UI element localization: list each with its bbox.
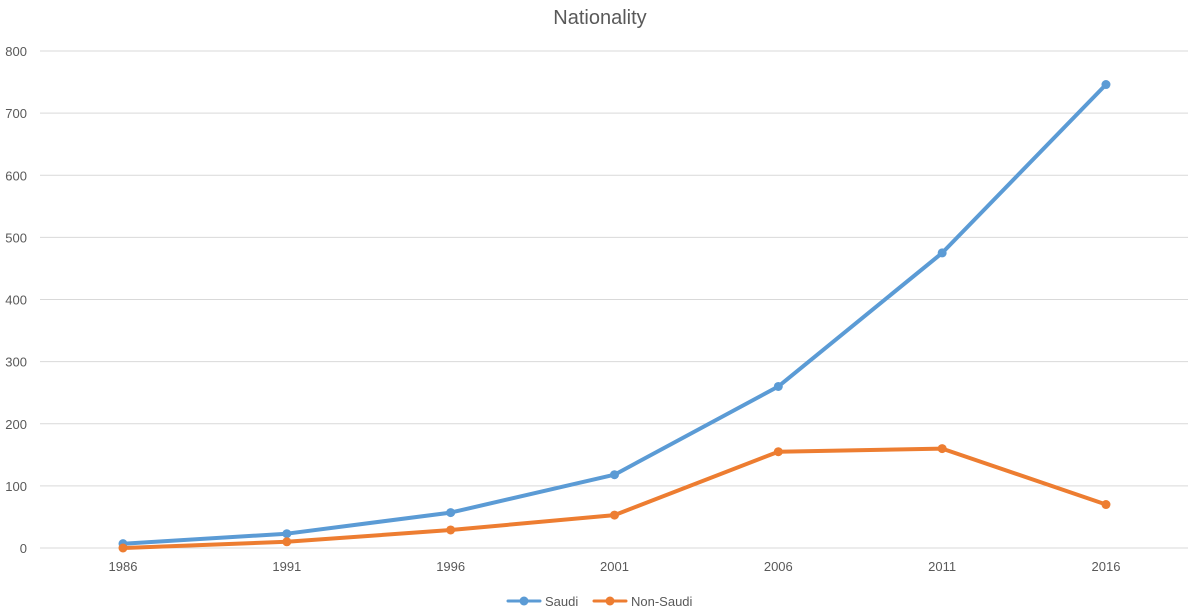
data-point-saudi (446, 508, 456, 518)
data-point-non-saudi (1101, 500, 1111, 510)
y-tick-label: 700 (5, 106, 27, 121)
data-point-non-saudi (282, 537, 292, 547)
x-tick-label: 2006 (764, 559, 793, 574)
data-point-non-saudi (773, 447, 783, 457)
y-tick-label: 500 (5, 230, 27, 245)
y-tick-label: 300 (5, 355, 27, 370)
x-tick-label: 2011 (928, 559, 956, 574)
data-point-non-saudi (446, 525, 456, 535)
y-tick-label: 800 (5, 44, 27, 59)
legend: Saudi Non-Saudi (506, 594, 693, 609)
y-tick-label: 400 (5, 293, 27, 308)
y-tick-label: 600 (5, 168, 27, 183)
y-tick-label: 100 (5, 479, 27, 494)
legend-item-saudi: Saudi (506, 594, 578, 609)
legend-swatch-marker (519, 596, 529, 606)
x-tick-label: 1991 (272, 559, 301, 574)
data-point-saudi (282, 529, 292, 539)
data-point-saudi (773, 381, 783, 391)
legend-label: Saudi (545, 594, 578, 609)
y-axis-ticks: 0 100 200 300 400 500 600 700 800 (5, 44, 27, 556)
legend-item-non-saudi: Non-Saudi (592, 594, 693, 609)
legend-label: Non-Saudi (631, 594, 693, 609)
gridlines (40, 50, 1188, 549)
data-point-saudi (937, 248, 947, 258)
data-point-non-saudi (118, 543, 128, 553)
data-point-non-saudi (937, 444, 947, 454)
y-tick-label: 200 (5, 417, 27, 432)
x-tick-label: 2001 (600, 559, 629, 574)
y-tick-label: 0 (20, 541, 27, 556)
series-saudi (118, 80, 1111, 549)
chart-title: Nationality (553, 7, 646, 29)
x-tick-label: 1986 (109, 559, 138, 574)
data-point-saudi (1101, 80, 1111, 90)
x-tick-label: 1996 (436, 559, 465, 574)
legend-swatch-marker (605, 596, 615, 606)
data-point-saudi (609, 470, 619, 480)
data-point-non-saudi (609, 510, 619, 520)
series-layer (118, 80, 1111, 553)
series-non-saudi (118, 444, 1111, 553)
x-tick-label: 2016 (1092, 559, 1121, 574)
x-axis-ticks: 1986 1991 1996 2001 2006 2011 2016 (109, 559, 1121, 574)
